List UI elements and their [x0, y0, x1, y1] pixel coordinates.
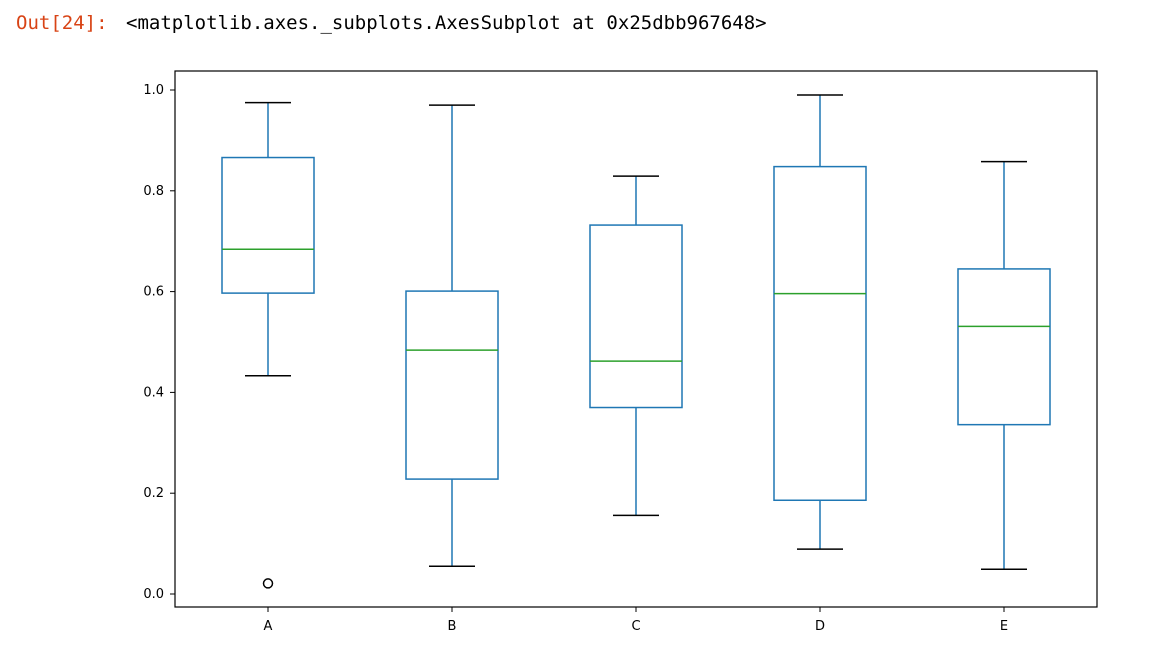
output-repr-text: <matplotlib.axes._subplots.AxesSubplot a…	[126, 12, 767, 34]
box-iqr	[405, 290, 499, 480]
y-axis: 0.0 0.2 0.4 0.6 0.8 1.0	[143, 83, 175, 602]
y-tick-label: 0.2	[143, 486, 164, 501]
y-tick-label: 0.6	[143, 285, 164, 300]
box-iqr	[773, 165, 867, 502]
box-a	[221, 101, 315, 589]
box-iqr	[589, 224, 683, 409]
box-iqr	[221, 156, 315, 294]
box-group	[221, 94, 1051, 589]
x-tick-label: E	[1000, 619, 1008, 634]
box-c	[589, 175, 683, 517]
x-tick-label: A	[264, 619, 273, 634]
box-iqr	[957, 268, 1051, 426]
box-e	[957, 160, 1051, 571]
x-tick-label: C	[631, 619, 640, 634]
box-d	[773, 94, 867, 550]
x-tick-label: D	[815, 619, 825, 634]
x-axis: A B C D E	[264, 607, 1008, 634]
output-prompt: Out[24]:	[16, 12, 108, 34]
y-tick-label: 1.0	[143, 83, 164, 98]
x-tick-label: B	[448, 619, 457, 634]
y-tick-label: 0.4	[143, 385, 164, 400]
box-b	[405, 104, 499, 568]
y-tick-label: 0.0	[143, 587, 164, 602]
outlier-point	[262, 578, 274, 589]
output-row: Out[24]: <matplotlib.axes._subplots.Axes…	[0, 8, 1154, 38]
y-tick-label: 0.8	[143, 184, 164, 199]
